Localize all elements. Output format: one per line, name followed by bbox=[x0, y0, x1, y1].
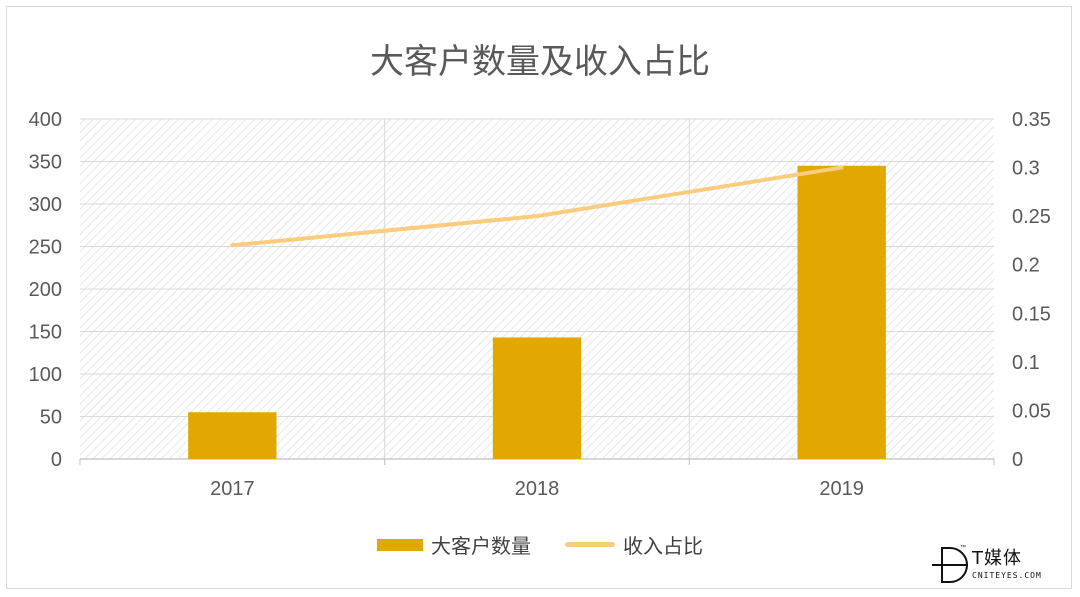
y-left-tick-2: 100 bbox=[29, 364, 62, 386]
legend-label-bar: 大客户数量 bbox=[431, 534, 531, 558]
legend-item-line: 收入占比 bbox=[565, 530, 703, 559]
x-tick-label-2018: 2018 bbox=[515, 478, 560, 500]
bar-2019 bbox=[797, 165, 886, 459]
legend-swatch-bar bbox=[377, 538, 423, 551]
y-right-tick-4: 0.2 bbox=[1012, 255, 1040, 277]
y-right-tick-6: 0.3 bbox=[1012, 158, 1040, 180]
legend-label-line: 收入占比 bbox=[623, 534, 703, 558]
y-right-tick-2: 0.1 bbox=[1012, 352, 1040, 374]
y-left-tick-1: 50 bbox=[40, 407, 62, 429]
x-tick-label-2017: 2017 bbox=[210, 478, 255, 500]
chart-title: 大客户数量及收入占比 bbox=[370, 42, 710, 82]
y-right-tick-1: 0.05 bbox=[1012, 400, 1051, 422]
y-right-tick-5: 0.25 bbox=[1012, 206, 1051, 228]
watermark-trademark: ™ bbox=[960, 544, 966, 551]
y-left-tick-3: 150 bbox=[29, 322, 62, 344]
y-right-tick-7: 0.35 bbox=[1012, 109, 1051, 131]
watermark-brand: T媒体 bbox=[972, 548, 1022, 569]
legend-swatch-line bbox=[565, 542, 615, 547]
y-left-tick-8: 400 bbox=[29, 109, 62, 131]
legend-item-bar: 大客户数量 bbox=[377, 530, 531, 559]
y-left-tick-0: 0 bbox=[51, 449, 62, 471]
y-left-tick-7: 350 bbox=[29, 152, 62, 174]
y-left-tick-5: 250 bbox=[29, 237, 62, 259]
tmedia-logo-icon: ™ bbox=[932, 544, 968, 583]
y-left-tick-4: 200 bbox=[29, 279, 62, 301]
y-right-tick-3: 0.15 bbox=[1012, 303, 1051, 325]
chart-legend: 大客户数量 收入占比 bbox=[0, 530, 1080, 559]
y-right-tick-0: 0 bbox=[1012, 449, 1023, 471]
watermark-site: CNITEYES.COM bbox=[972, 571, 1042, 580]
x-tick-label-2019: 2019 bbox=[819, 478, 864, 500]
bar-2017 bbox=[188, 412, 277, 459]
y-left-tick-6: 300 bbox=[29, 194, 62, 216]
watermark-logo: ™ T媒体 CNITEYES.COM bbox=[930, 540, 1070, 590]
bar-2018 bbox=[492, 337, 582, 459]
